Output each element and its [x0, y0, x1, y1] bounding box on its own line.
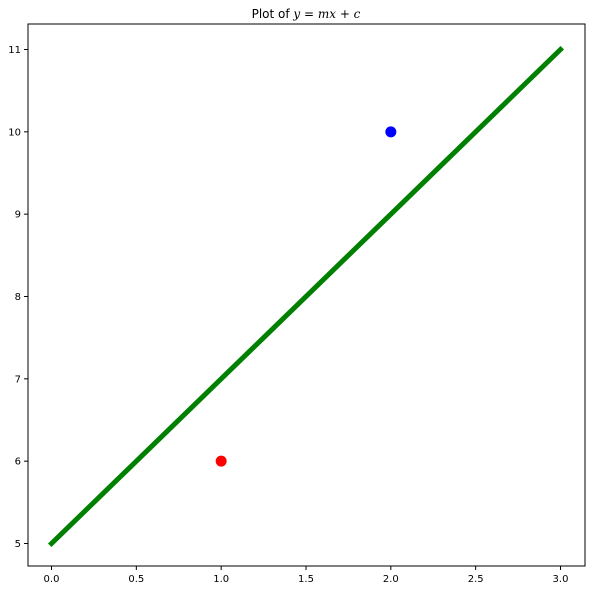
chart-title: Plot of y = mx + c — [252, 7, 361, 21]
y-tick-label: 9 — [15, 210, 21, 221]
chart-title-prefix: Plot of — [252, 7, 294, 21]
y-tick-label: 8 — [15, 292, 21, 303]
y-tick-label: 5 — [15, 539, 21, 550]
x-tick-label: 1.5 — [298, 574, 314, 585]
y-tick-label: 7 — [15, 374, 21, 385]
x-tick-label: 2.5 — [468, 574, 484, 585]
data-point — [215, 455, 227, 467]
y-tick-label: 6 — [15, 457, 21, 468]
x-axis-ticks: 0.0 0.5 1.0 1.5 2.0 2.5 3.0 — [44, 566, 569, 585]
chart-title-math: y = mx + c — [292, 7, 360, 21]
x-tick-label: 2.0 — [383, 574, 399, 585]
x-tick-label: 1.0 — [213, 574, 229, 585]
x-tick-label: 0.5 — [128, 574, 144, 585]
x-tick-label: 3.0 — [553, 574, 569, 585]
y-tick-label: 11 — [8, 45, 21, 56]
data-point — [385, 126, 397, 138]
series-layer — [47, 45, 565, 548]
y-tick-label: 10 — [8, 127, 21, 138]
series-line — [47, 45, 565, 548]
y-axis-ticks: 5 6 7 8 9 10 11 — [8, 45, 28, 550]
x-tick-label: 0.0 — [44, 574, 60, 585]
